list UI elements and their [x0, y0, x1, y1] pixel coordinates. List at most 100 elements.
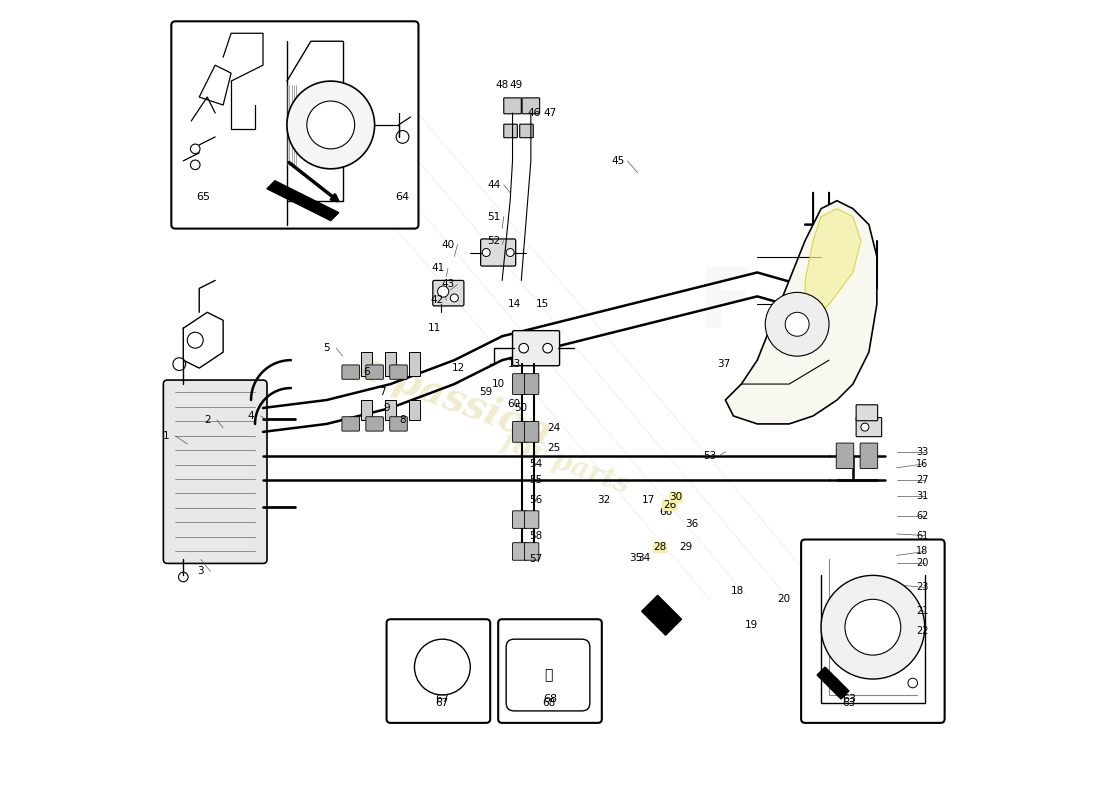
Polygon shape — [725, 201, 877, 424]
Text: 50: 50 — [514, 403, 527, 413]
FancyBboxPatch shape — [432, 281, 464, 306]
Text: 46: 46 — [527, 108, 541, 118]
FancyBboxPatch shape — [172, 22, 418, 229]
Text: 30: 30 — [670, 492, 682, 502]
Text: 23: 23 — [916, 582, 928, 592]
Circle shape — [438, 286, 449, 297]
Text: 65: 65 — [196, 192, 210, 202]
Text: 22: 22 — [916, 626, 928, 636]
Circle shape — [307, 101, 354, 149]
Bar — [361, 400, 372, 420]
Text: 63: 63 — [843, 698, 856, 708]
Text: 56: 56 — [529, 494, 542, 505]
Text: 51: 51 — [487, 212, 500, 222]
FancyBboxPatch shape — [513, 374, 527, 394]
Text: 44: 44 — [487, 180, 500, 190]
Text: 42: 42 — [430, 295, 443, 306]
FancyBboxPatch shape — [525, 422, 539, 442]
Text: 40: 40 — [441, 239, 454, 250]
FancyBboxPatch shape — [163, 380, 267, 563]
Text: 29: 29 — [679, 542, 692, 553]
Text: 41: 41 — [432, 263, 446, 274]
FancyBboxPatch shape — [342, 417, 360, 431]
FancyBboxPatch shape — [513, 330, 560, 366]
FancyBboxPatch shape — [801, 539, 945, 723]
Circle shape — [287, 81, 375, 169]
FancyBboxPatch shape — [513, 511, 527, 528]
Circle shape — [450, 294, 459, 302]
Text: 64: 64 — [396, 192, 409, 202]
Bar — [385, 400, 396, 420]
FancyBboxPatch shape — [481, 239, 516, 266]
Text: 68: 68 — [543, 694, 557, 704]
Text: 28: 28 — [653, 542, 667, 553]
Text: F: F — [697, 264, 754, 345]
Text: 9: 9 — [383, 403, 389, 413]
Text: 11: 11 — [428, 323, 441, 334]
Text: 59: 59 — [480, 387, 493, 397]
Text: 18: 18 — [730, 586, 744, 596]
FancyBboxPatch shape — [519, 124, 534, 138]
FancyBboxPatch shape — [525, 511, 539, 528]
Text: 49: 49 — [510, 80, 524, 90]
Polygon shape — [817, 667, 849, 699]
FancyBboxPatch shape — [513, 542, 527, 560]
FancyBboxPatch shape — [366, 417, 384, 431]
Circle shape — [173, 358, 186, 370]
Polygon shape — [641, 595, 682, 635]
FancyBboxPatch shape — [498, 619, 602, 723]
FancyBboxPatch shape — [386, 619, 491, 723]
Circle shape — [519, 343, 528, 353]
Circle shape — [821, 575, 925, 679]
Text: 55: 55 — [529, 474, 542, 485]
Text: 19: 19 — [745, 620, 758, 630]
Polygon shape — [805, 209, 861, 320]
FancyBboxPatch shape — [342, 365, 360, 379]
Text: 67: 67 — [436, 698, 449, 708]
Text: 2: 2 — [204, 415, 210, 425]
Text: 🐴: 🐴 — [544, 668, 552, 682]
Text: 52: 52 — [487, 235, 500, 246]
FancyBboxPatch shape — [504, 98, 521, 114]
Circle shape — [785, 312, 810, 336]
Circle shape — [766, 292, 829, 356]
Text: 48: 48 — [495, 80, 509, 90]
Text: 1: 1 — [163, 431, 169, 441]
Circle shape — [482, 249, 491, 257]
Circle shape — [845, 599, 901, 655]
Text: 15: 15 — [536, 299, 549, 310]
Text: 45: 45 — [612, 156, 625, 166]
FancyBboxPatch shape — [366, 365, 384, 379]
Text: 13: 13 — [507, 359, 520, 369]
Text: 16: 16 — [916, 458, 928, 469]
FancyBboxPatch shape — [522, 98, 540, 114]
Circle shape — [187, 332, 204, 348]
FancyBboxPatch shape — [389, 417, 407, 431]
Text: 37: 37 — [717, 359, 730, 369]
Text: 4: 4 — [248, 411, 254, 421]
Text: 5: 5 — [323, 343, 330, 353]
Text: 20: 20 — [916, 558, 928, 569]
FancyBboxPatch shape — [525, 542, 539, 560]
Text: 10: 10 — [492, 379, 505, 389]
Text: 24: 24 — [548, 423, 561, 433]
Text: 3: 3 — [198, 566, 205, 577]
Ellipse shape — [415, 639, 471, 695]
Circle shape — [506, 249, 514, 257]
Bar — [409, 352, 420, 376]
Bar — [409, 400, 420, 420]
Bar — [385, 352, 396, 376]
Text: 54: 54 — [529, 458, 542, 469]
Text: 18: 18 — [916, 546, 928, 557]
Text: 53: 53 — [703, 451, 716, 461]
Text: 35: 35 — [629, 553, 642, 563]
Text: a passion: a passion — [352, 347, 557, 453]
Text: 58: 58 — [529, 530, 542, 541]
FancyBboxPatch shape — [525, 374, 539, 394]
Text: 21: 21 — [916, 606, 928, 616]
FancyBboxPatch shape — [506, 639, 590, 711]
Text: 68: 68 — [542, 698, 556, 708]
Text: 27: 27 — [916, 474, 928, 485]
Text: 47: 47 — [543, 108, 557, 118]
Text: 36: 36 — [685, 518, 698, 529]
